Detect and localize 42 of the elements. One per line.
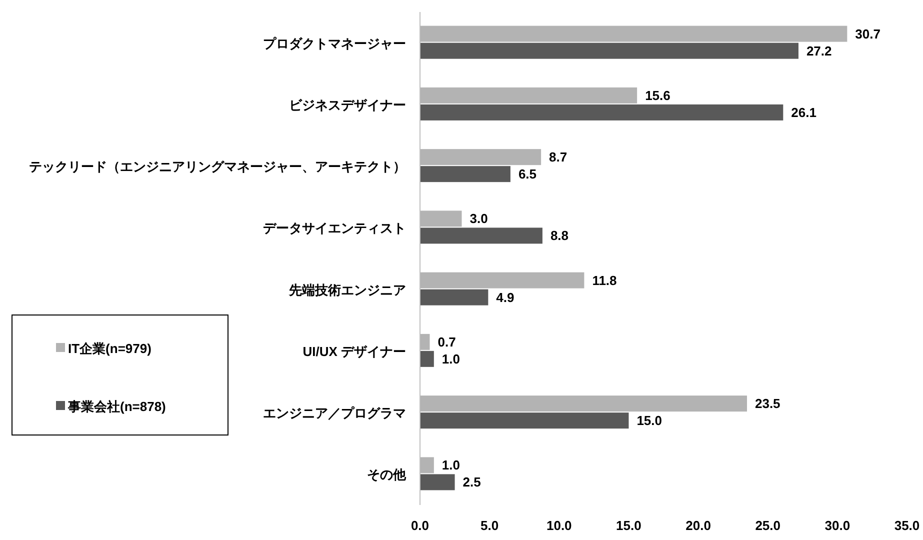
x-tick-label: 5.0 [480,518,499,533]
data-label: 8.8 [550,228,569,244]
data-label: 26.1 [791,104,816,120]
data-label: 30.7 [855,26,880,42]
legend-label: IT企業(n=979) [68,341,152,356]
data-label: 11.8 [592,272,617,288]
data-label: 2.5 [462,474,481,490]
bar [420,228,542,244]
bar [420,474,455,490]
y-tick-label: テックリード（エンジニアリングマネージャー、アーキテクト） [29,159,406,174]
y-tick-label: 先端技術エンジニア [288,282,406,298]
data-label: 23.5 [754,396,780,412]
y-tick-label: エンジニア／プログラマ [263,406,406,421]
data-label: 6.5 [518,166,537,182]
x-tick-label: 20.0 [686,518,711,533]
bar [420,412,629,429]
data-label: 4.9 [496,290,514,305]
bar [420,350,434,367]
y-tick-label: プロダクトマネージャー [263,36,406,51]
y-tick-label: データサイエンティスト [263,220,406,236]
data-label: 15.6 [645,88,670,103]
bar [420,42,798,59]
x-tick-label: 10.0 [546,518,572,533]
x-tick-label: 15.0 [616,518,642,533]
data-label: 27.2 [806,43,832,58]
data-label: 15.0 [636,413,662,428]
bar [420,166,510,182]
data-label: 8.7 [549,150,568,165]
y-tick-label: UI/UX デザイナー [302,344,406,359]
x-tick-label: 25.0 [755,518,781,533]
x-tick-label: 0.0 [410,518,430,533]
y-tick-label: ビジネスデザイナー [289,97,406,112]
data-label: 3.0 [470,211,488,226]
bar [420,289,488,306]
bar [420,104,784,120]
data-label: 1.0 [442,351,460,366]
x-tick-label: 30.0 [824,518,850,533]
y-tick-label: その他 [367,467,407,482]
x-tick-label: 35.0 [894,518,920,533]
data-label: 1.0 [442,458,460,473]
data-label: 0.7 [438,334,456,350]
legend-label: 事業会社(n=878) [67,399,166,414]
